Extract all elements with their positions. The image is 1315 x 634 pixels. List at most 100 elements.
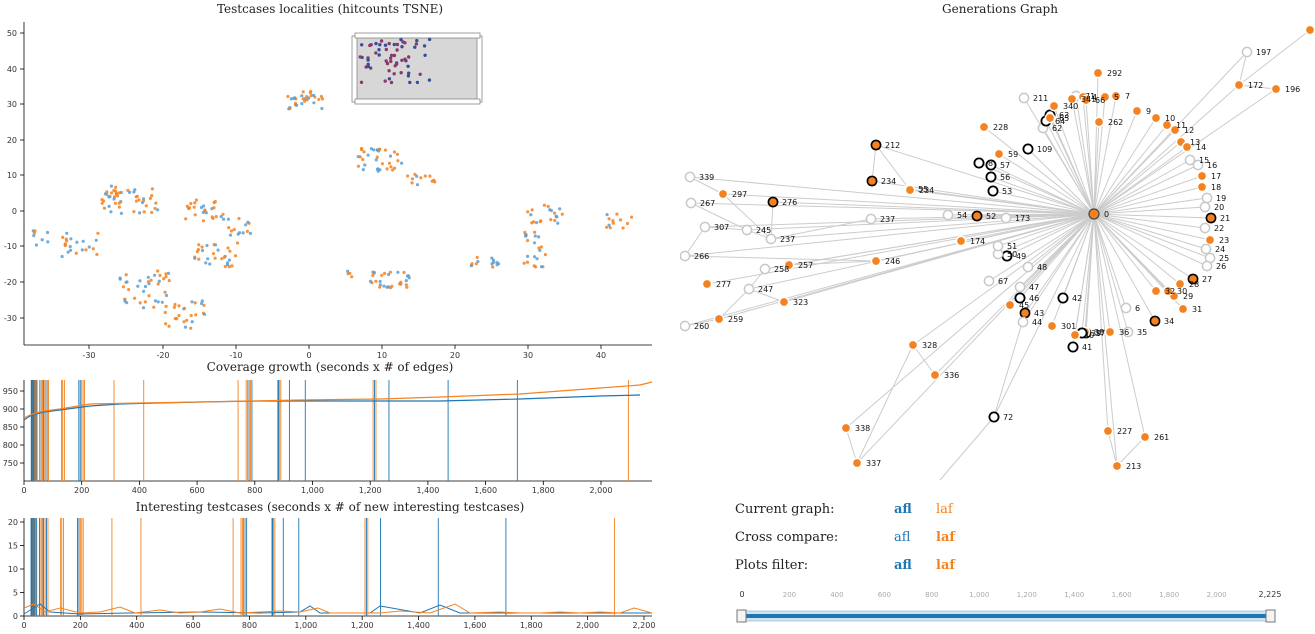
graph-node[interactable] — [987, 185, 999, 197]
graph-node[interactable] — [1131, 105, 1143, 117]
graph-node[interactable] — [992, 240, 1004, 252]
graph-node[interactable] — [684, 171, 696, 183]
graph-node[interactable] — [1014, 281, 1026, 293]
graph-node[interactable] — [973, 157, 985, 169]
graph-node[interactable] — [759, 263, 771, 275]
graph-node[interactable] — [1048, 100, 1060, 112]
graph-node[interactable] — [907, 339, 919, 351]
graph-node[interactable] — [1161, 119, 1173, 131]
graph-node[interactable] — [1120, 302, 1132, 314]
graph-node[interactable] — [1022, 143, 1034, 155]
graph-node[interactable] — [870, 255, 882, 267]
graph-node[interactable] — [1192, 159, 1204, 171]
graph-node[interactable] — [1181, 141, 1193, 153]
graph-node[interactable] — [699, 221, 711, 233]
graph-node[interactable] — [1017, 316, 1029, 328]
slider-min-handle[interactable] — [736, 609, 747, 623]
plots-filter-afl-option[interactable]: afl — [894, 558, 912, 573]
graph-node[interactable] — [1099, 91, 1111, 103]
time-range-slider[interactable]: 0 200 400 600 800 1,000 1,200 1,400 1,600 1,800 2,… — [730, 585, 1290, 630]
graph-node[interactable] — [1018, 92, 1030, 104]
plots-filter-laf-option[interactable]: laf — [936, 558, 955, 573]
graph-node[interactable] — [904, 184, 916, 196]
graph-node[interactable] — [1201, 192, 1213, 204]
current-graph-afl-option[interactable]: afl — [894, 502, 912, 517]
graph-node[interactable] — [1104, 326, 1116, 338]
graph-node[interactable] — [767, 196, 779, 208]
cross-compare-afl-option[interactable]: afl — [894, 530, 911, 545]
graph-node[interactable] — [680, 250, 691, 262]
coverage-chart[interactable]: Coverage growth (seconds x # of edges) 0… — [0, 358, 660, 496]
graph-node[interactable] — [993, 148, 1005, 160]
graph-node[interactable] — [1196, 170, 1208, 182]
graph-node[interactable] — [1196, 181, 1208, 193]
graph-node[interactable] — [955, 235, 967, 247]
graph-node[interactable] — [988, 411, 1000, 423]
graph-node[interactable] — [851, 457, 863, 469]
graph-node[interactable] — [1022, 261, 1034, 273]
graph-node[interactable] — [1044, 112, 1056, 124]
graph-node[interactable] — [985, 159, 997, 171]
graph-node[interactable] — [985, 171, 997, 183]
graph-node[interactable] — [983, 275, 995, 287]
graph-node[interactable] — [1199, 201, 1211, 213]
graph-node[interactable] — [1200, 243, 1212, 255]
slider-max-handle[interactable] — [1265, 609, 1276, 623]
brush-selection[interactable] — [351, 32, 483, 105]
graph-node[interactable] — [1304, 24, 1315, 36]
graph-node[interactable] — [741, 224, 753, 236]
graph-node[interactable] — [713, 313, 725, 325]
graph-node[interactable] — [1122, 326, 1134, 338]
graph-node[interactable] — [978, 121, 990, 133]
graph-node[interactable] — [1169, 124, 1181, 136]
graph-node[interactable] — [1150, 285, 1162, 297]
graph-node[interactable] — [743, 283, 755, 295]
graph-node[interactable] — [685, 197, 697, 209]
graph-node[interactable] — [778, 296, 790, 308]
cross-compare-laf-option[interactable]: laf — [936, 530, 955, 545]
graph-node[interactable] — [1102, 425, 1114, 437]
graph-node[interactable] — [1177, 303, 1189, 315]
tsne-chart[interactable]: Testcases localities (hitcounts TSNE) -3… — [0, 0, 660, 360]
graph-node[interactable] — [1204, 234, 1216, 246]
graph-node[interactable] — [1111, 460, 1123, 472]
graph-node[interactable] — [865, 213, 877, 225]
graph-node[interactable] — [929, 369, 941, 381]
graph-node[interactable] — [1014, 292, 1026, 304]
graph-node[interactable] — [701, 278, 713, 290]
graph-node[interactable] — [870, 139, 882, 151]
graph-node[interactable] — [1162, 285, 1174, 297]
graph-node[interactable] — [1057, 292, 1069, 304]
graph-node[interactable] — [1139, 431, 1151, 443]
graph-node[interactable] — [1149, 315, 1161, 327]
graph-node[interactable] — [783, 259, 795, 271]
graph-node[interactable] — [1093, 116, 1105, 128]
current-graph-laf-option[interactable]: laf — [936, 502, 953, 517]
graph-node[interactable] — [1000, 212, 1012, 224]
graph-node[interactable] — [1201, 260, 1213, 272]
graph-node[interactable] — [1110, 90, 1122, 102]
graph-node[interactable] — [1004, 299, 1016, 311]
graph-node[interactable] — [765, 233, 777, 245]
graph-node[interactable] — [1069, 329, 1081, 341]
graph-node[interactable] — [1184, 154, 1196, 166]
graph-node[interactable] — [942, 209, 954, 221]
graph-nodes[interactable] — [680, 24, 1315, 472]
interesting-chart[interactable]: Interesting testcases (seconds x # of ne… — [0, 496, 660, 634]
graph-node[interactable] — [1150, 112, 1162, 124]
graph-node[interactable] — [1066, 93, 1078, 105]
graph-node[interactable] — [1046, 320, 1058, 332]
graph-root-node[interactable] — [1088, 208, 1100, 220]
graph-node[interactable] — [1174, 278, 1186, 290]
graph-node[interactable] — [1067, 341, 1079, 353]
graph-node[interactable] — [1270, 83, 1282, 95]
graph-node[interactable] — [1092, 67, 1104, 79]
graph-node[interactable] — [1205, 212, 1217, 224]
graph-node[interactable] — [680, 320, 691, 332]
graph-node[interactable] — [840, 422, 852, 434]
graph-node[interactable] — [1233, 79, 1245, 91]
graph-node[interactable] — [1187, 273, 1199, 285]
graph-node[interactable] — [1241, 46, 1253, 58]
graph-node[interactable] — [1080, 94, 1092, 106]
